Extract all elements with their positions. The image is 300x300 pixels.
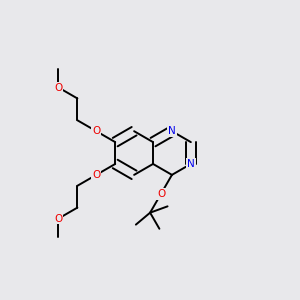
Text: O: O (54, 214, 63, 224)
Text: O: O (157, 189, 165, 199)
Text: N: N (168, 126, 176, 136)
Text: O: O (92, 170, 100, 180)
Text: O: O (54, 82, 63, 92)
Text: O: O (92, 126, 100, 136)
Text: N: N (187, 159, 195, 169)
